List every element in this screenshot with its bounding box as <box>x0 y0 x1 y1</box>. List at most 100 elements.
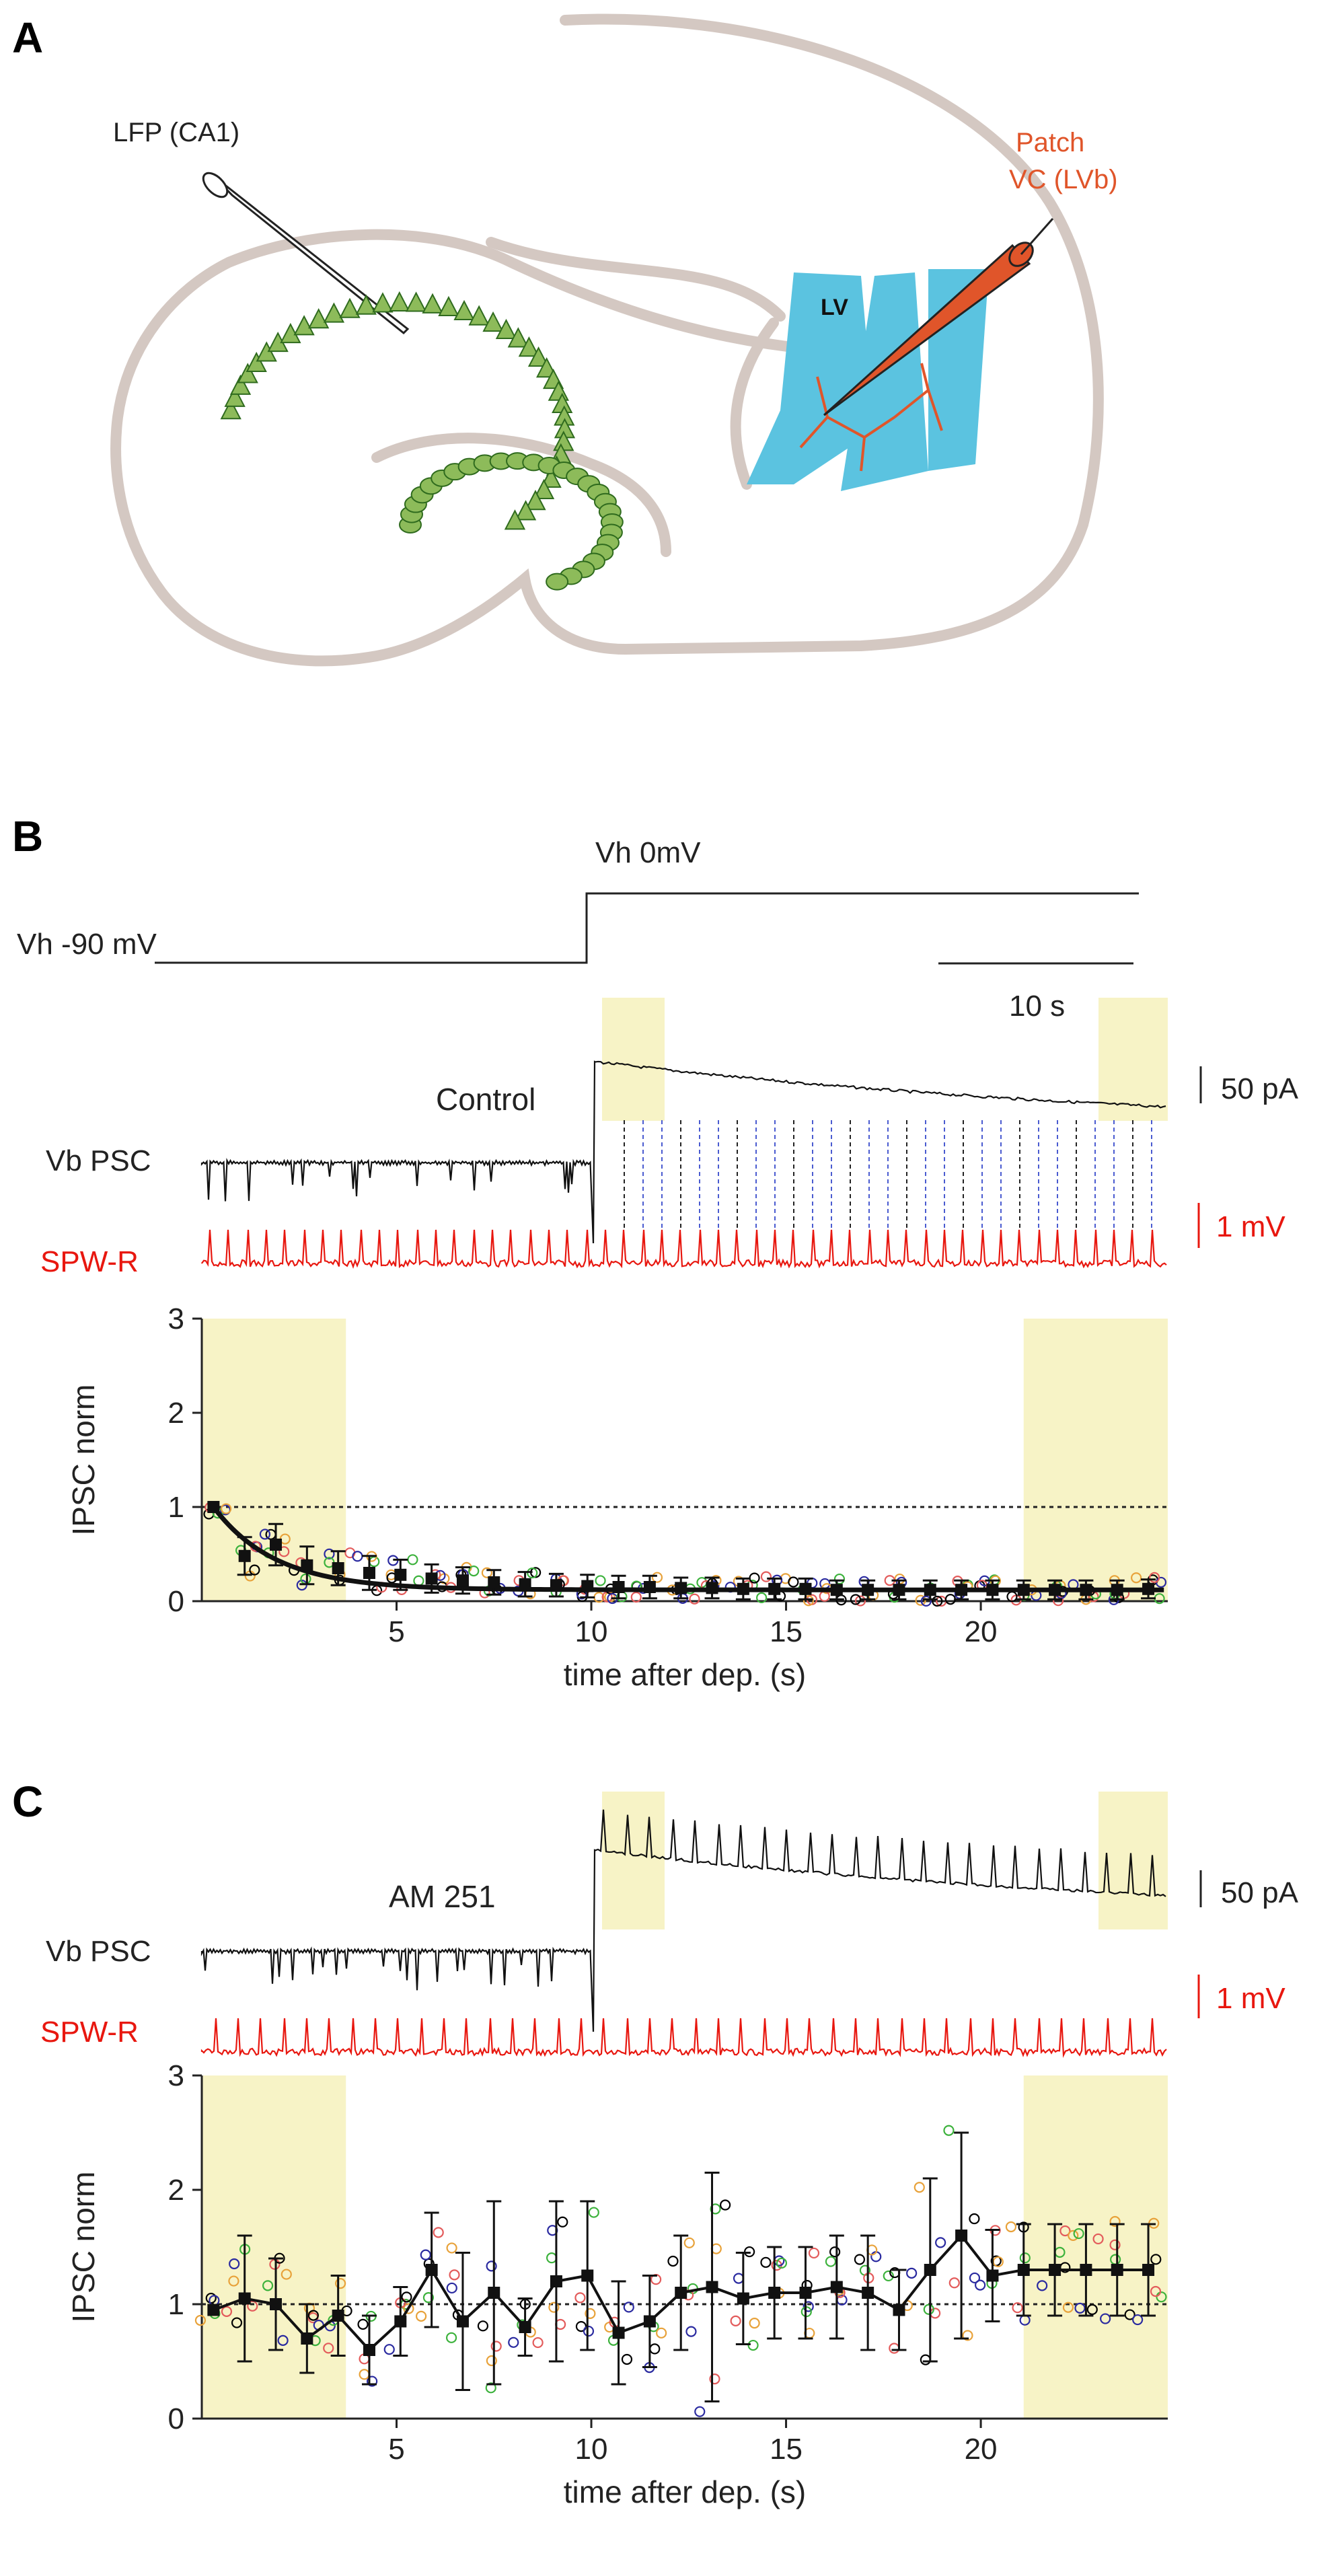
mean-marker <box>581 1580 594 1592</box>
panel-b-label: B <box>12 812 43 860</box>
cell-data-point <box>1068 2230 1079 2241</box>
cell-data-point <box>324 1548 335 1559</box>
cell-data-point <box>383 2344 395 2355</box>
x-tick-label: 20 <box>965 1615 998 1648</box>
patch-pipette-wire <box>1020 218 1054 255</box>
cell-data-point <box>508 2336 519 2348</box>
mean-marker <box>799 1582 812 1595</box>
pyramidal-cell <box>540 467 562 488</box>
pyramidal-cell <box>518 336 540 357</box>
cell-data-point <box>194 2314 207 2326</box>
mean-marker <box>1017 2264 1030 2276</box>
cell-data-point <box>920 1595 932 1607</box>
cell-data-point <box>935 2237 946 2248</box>
y-tick-label: 1 <box>168 2288 184 2321</box>
cell-data-point <box>407 1554 418 1566</box>
cell-data-point <box>548 2302 560 2313</box>
current-scale-label: 50 pA <box>1221 1072 1299 1105</box>
cell-data-point <box>281 2269 292 2280</box>
pyramidal-cell <box>224 386 246 407</box>
pyramidal-cell <box>504 509 526 530</box>
mean-marker <box>830 1584 843 1596</box>
mean-marker <box>862 1584 874 1596</box>
cell-data-point <box>357 2318 369 2330</box>
pyramidal-cell <box>482 311 504 332</box>
cell-data-point <box>883 2270 894 2282</box>
mean-marker <box>301 1559 313 1572</box>
pyramidal-cell <box>525 490 546 511</box>
ca-pyramidal-layer <box>220 291 576 530</box>
x-tick-label: 20 <box>965 2433 998 2466</box>
cell-data-point <box>1109 2239 1121 2250</box>
cell-data-point <box>445 2332 457 2343</box>
panel-a: A LV Patch VC (LVb) LFP (CA1) <box>12 13 1118 667</box>
pyramidal-cell <box>237 363 258 383</box>
cell-data-point <box>262 2280 274 2291</box>
cell-data-point <box>649 2343 661 2355</box>
cell-data-point <box>709 2373 720 2385</box>
mean-marker <box>1049 1584 1061 1596</box>
panel-c: C AM 251 50 pA 1 mV Vb PSC SPW-R 0 1 2 3 5 10… <box>12 1777 1299 2509</box>
x-tick-label: 10 <box>575 2433 608 2466</box>
mean-marker <box>612 1581 625 1593</box>
brain-outline <box>110 13 1104 667</box>
cell-data-point <box>278 1546 290 1557</box>
pyramidal-cell <box>468 305 490 326</box>
cell-data-point <box>486 2260 497 2272</box>
cell-data-point <box>446 2282 457 2294</box>
pyramidal-cell <box>536 357 558 378</box>
cell-data-point <box>689 1593 700 1605</box>
cell-data-point <box>403 2303 414 2314</box>
x-tick-label: 5 <box>388 1615 404 1648</box>
mean-marker <box>737 1582 749 1595</box>
voltage-scale-label: 1 mV <box>1216 1982 1285 2015</box>
mean-marker <box>862 2287 874 2299</box>
highlight-window <box>202 2075 346 2419</box>
patch-vc-label: VC (LVb) <box>1009 165 1118 194</box>
cell-data-point <box>943 2125 955 2136</box>
cell-data-point <box>1037 2280 1048 2291</box>
cell-data-point <box>323 2343 334 2354</box>
cell-data-point <box>1086 2304 1098 2315</box>
mean-marker <box>799 2287 812 2299</box>
mean-marker <box>643 2315 656 2328</box>
y-tick-label: 3 <box>168 2059 184 2092</box>
pyramidal-cell <box>389 291 410 312</box>
cell-data-point <box>574 2292 586 2304</box>
mean-marker <box>550 2275 562 2287</box>
lv-label: LV <box>821 295 848 320</box>
mean-marker <box>394 2315 407 2328</box>
mean-marker <box>270 1539 283 1551</box>
mean-marker <box>893 2304 905 2316</box>
cell-data-point <box>694 2406 706 2417</box>
pyramidal-cell <box>422 293 443 314</box>
cell-data-point <box>803 2301 814 2312</box>
pyramidal-cell <box>515 500 537 521</box>
mean-marker <box>207 1501 220 1513</box>
cell-data-point <box>1156 2291 1167 2303</box>
mean-marker <box>456 2315 469 2328</box>
cell-data-point <box>1149 1572 1160 1583</box>
cell-data-point <box>583 2325 595 2337</box>
cell-data-point <box>825 2256 837 2267</box>
x-tick-label: 15 <box>770 1615 803 1648</box>
cell-data-point <box>231 2317 243 2328</box>
cell-data-point <box>720 2199 731 2211</box>
y-tick-label: 1 <box>168 1491 184 1524</box>
psc-trace <box>200 1060 1166 1244</box>
cell-data-point <box>803 1595 815 1607</box>
mean-marker <box>363 1567 375 1579</box>
current-scale-label: 50 pA <box>1221 1876 1299 1909</box>
pyramidal-cell <box>293 315 315 336</box>
cell-data-point <box>259 1529 271 1540</box>
pyramidal-cell <box>533 478 555 500</box>
mean-marker <box>612 2326 625 2339</box>
cell-data-point <box>710 2203 721 2215</box>
mean-marker <box>550 1579 562 1592</box>
cell-data-point <box>1124 2309 1135 2320</box>
highlight-early <box>602 998 665 1121</box>
cell-data-point <box>1059 2225 1071 2237</box>
mean-marker <box>1049 2264 1061 2276</box>
condition-label: AM 251 <box>389 1879 496 1914</box>
mean-marker <box>363 2344 375 2356</box>
